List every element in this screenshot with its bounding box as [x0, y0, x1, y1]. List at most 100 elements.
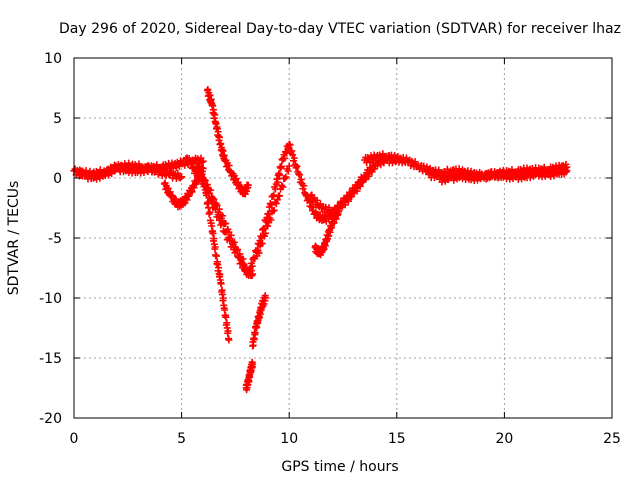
data-point-interp [365, 172, 373, 180]
data-point-interp [218, 212, 226, 220]
data-point-interp [458, 175, 466, 183]
data-point [225, 336, 233, 344]
data-point-interp [356, 182, 364, 190]
data-point-interp [362, 175, 370, 183]
data-point-interp [279, 183, 287, 191]
data-point [188, 164, 196, 172]
x-tick-label: 15 [388, 431, 406, 447]
y-tick-label: 0 [53, 171, 62, 187]
data-point-interp [234, 178, 242, 186]
data-point-interp [243, 187, 251, 195]
data-point-interp [215, 264, 223, 272]
data-point-interp [149, 163, 157, 171]
data-point-interp [224, 327, 232, 335]
data-point-interp [562, 168, 570, 176]
data-point-interp [204, 85, 212, 93]
data-point-interp [278, 182, 286, 190]
data-point-interp [211, 111, 219, 119]
data-point-interp [222, 220, 230, 228]
data-point-interp [286, 141, 294, 149]
data-point-interp [219, 294, 227, 302]
data-point-interp [241, 263, 249, 271]
data-point-interp [348, 192, 356, 200]
data-point-interp [332, 215, 340, 223]
data-point [563, 167, 571, 175]
data-point-interp [105, 169, 113, 177]
data-point-interp [274, 178, 282, 186]
data-point [199, 157, 207, 165]
data-point-interp [272, 200, 280, 208]
data-point-interp [341, 201, 349, 209]
data-point-interp [262, 229, 270, 237]
data-point [210, 196, 218, 204]
data-point-interp [266, 200, 274, 208]
x-tick-label: 10 [280, 431, 298, 447]
data-point-interp [383, 155, 391, 163]
data-point [249, 270, 257, 278]
data-point-interp [290, 154, 298, 162]
data-point [182, 155, 190, 163]
data-point-interp [215, 133, 223, 141]
data-point-interp [201, 176, 209, 184]
data-point-interp [276, 192, 284, 200]
data-point-interp [255, 249, 263, 257]
y-tick-label: 10 [44, 51, 62, 67]
data-point-interp [188, 188, 196, 196]
data-point [178, 173, 186, 181]
data-point-interp [293, 162, 301, 170]
data-point-interp [150, 168, 158, 176]
data-point-interp [276, 171, 284, 179]
x-tick-label: 20 [495, 431, 513, 447]
data-point-interp [135, 160, 143, 168]
x-axis-label: GPS time / hours [281, 459, 398, 475]
data-point-interp [209, 230, 217, 238]
data-point-interp [203, 181, 211, 189]
data-point-interp [313, 196, 321, 204]
data-point-interp [300, 182, 308, 190]
data-point-interp [198, 170, 206, 178]
data-point-interp [101, 170, 109, 178]
data-point-interp [325, 204, 333, 212]
y-axis-label: SDTVAR / TECUs [6, 181, 22, 296]
data-point-interp [267, 216, 275, 224]
data-point [371, 162, 379, 170]
data-point-interp [284, 167, 292, 175]
data-point-interp [209, 102, 217, 110]
x-tick-label: 0 [70, 431, 79, 447]
data-point-interp [217, 280, 225, 288]
data-point-interp [363, 159, 371, 167]
data-point-interp [288, 147, 296, 155]
data-point-interp [163, 167, 171, 175]
ticks: 0 5 10 15 20 25 -20 -15 -10 -5 0 5 10 [39, 51, 621, 447]
data-point-interp [439, 173, 447, 181]
data-point-interp [273, 196, 281, 204]
data-point-interp [234, 246, 242, 254]
data-point-interp [206, 208, 214, 216]
data-point-interp [281, 154, 289, 162]
data-point [264, 222, 272, 230]
data-point-interp [215, 205, 223, 213]
data-point-interp [330, 219, 338, 227]
data-point-interp [281, 174, 289, 182]
data-point [244, 181, 252, 189]
data-point [262, 294, 270, 302]
y-tick-label: 5 [53, 111, 62, 127]
data-point-interp [232, 175, 240, 183]
data-point-interp [239, 255, 247, 263]
data-point-interp [183, 196, 191, 204]
data-point-interp [230, 238, 238, 246]
data-point-interp [212, 252, 220, 260]
chart-title: Day 296 of 2020, Sidereal Day-to-day VTE… [59, 21, 621, 37]
data-point-interp [526, 174, 534, 182]
data-point-interp [190, 184, 198, 192]
data-point-interp [174, 169, 182, 177]
data-point-interp [176, 174, 184, 182]
data-point-interp [353, 187, 361, 195]
data-point-interp [91, 173, 99, 181]
data-point-interp [206, 189, 214, 197]
data-point-interp [213, 201, 221, 209]
data-point-interp [482, 175, 490, 183]
y-tick-label: -20 [39, 411, 62, 427]
data-point-interp [217, 140, 225, 148]
